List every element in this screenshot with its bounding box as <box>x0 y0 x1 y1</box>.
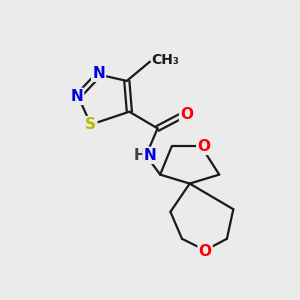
Text: H: H <box>134 148 147 163</box>
Text: O: O <box>180 107 193 122</box>
Text: S: S <box>85 117 96 132</box>
Text: N: N <box>92 66 105 81</box>
Text: O: O <box>199 244 212 259</box>
Text: N: N <box>143 148 156 163</box>
Text: O: O <box>197 139 210 154</box>
Text: N: N <box>70 89 83 104</box>
Text: CH₃: CH₃ <box>152 53 180 68</box>
